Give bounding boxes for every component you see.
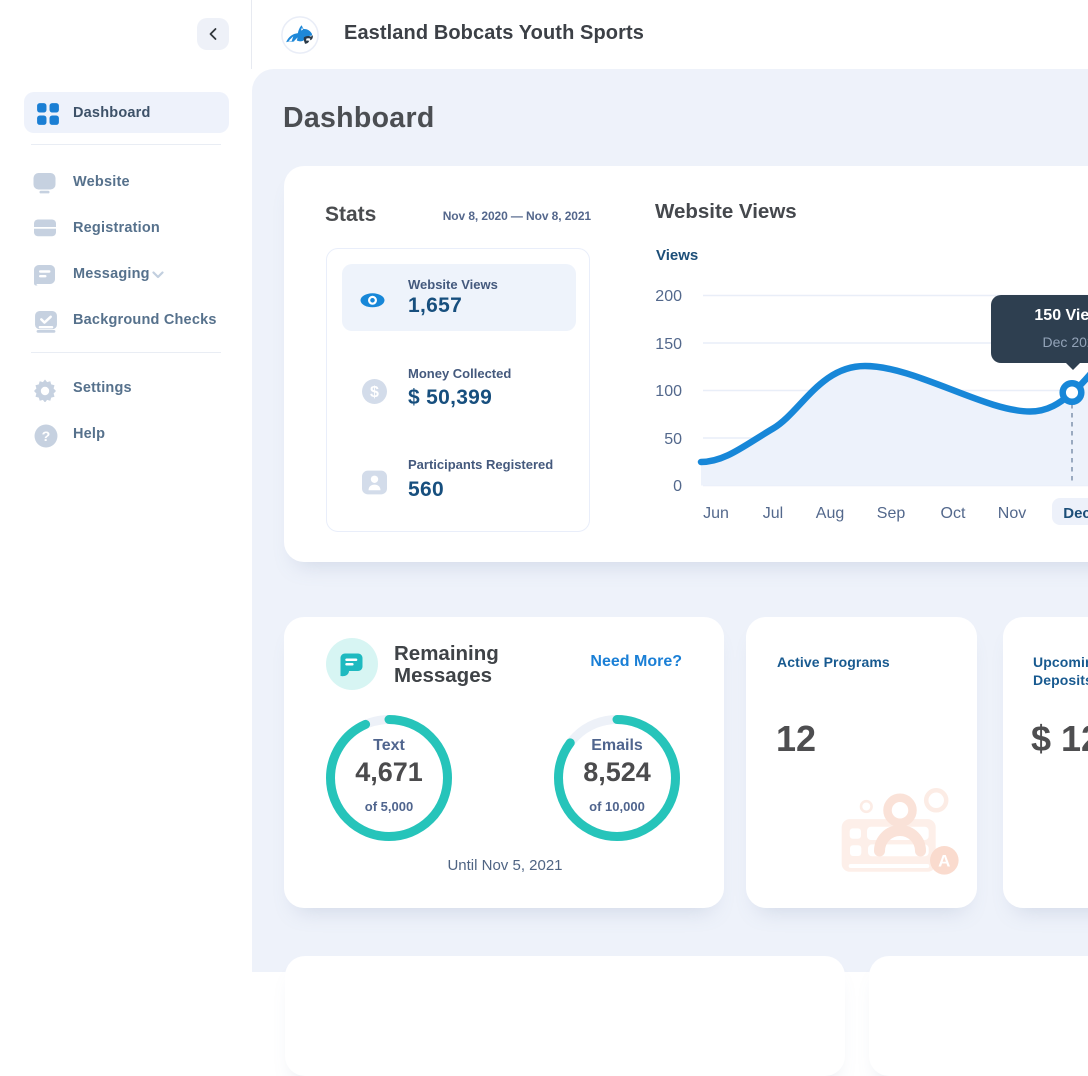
svg-text:A: A — [938, 851, 950, 870]
svg-text:$: $ — [370, 383, 379, 401]
svg-text:?: ? — [42, 429, 51, 445]
